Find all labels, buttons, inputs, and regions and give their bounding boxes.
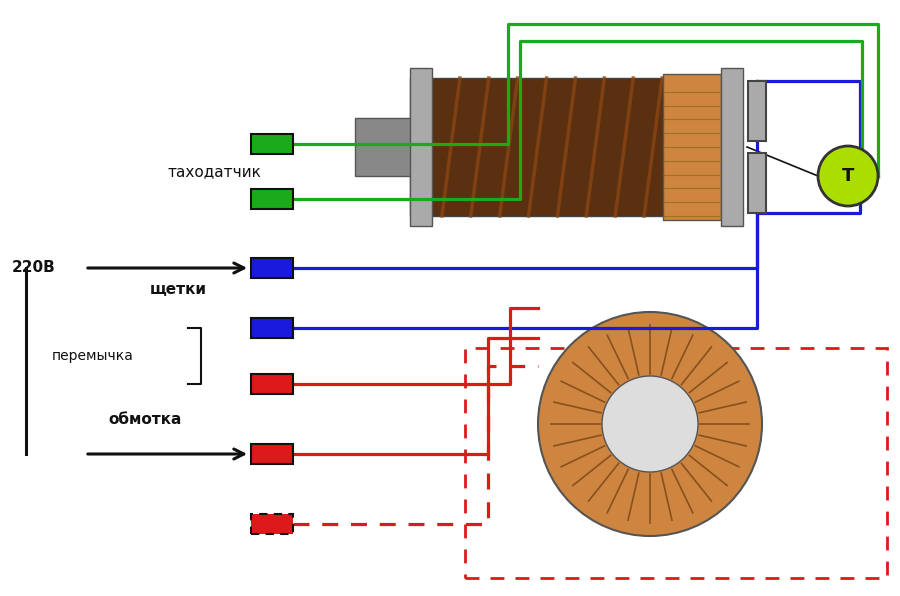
Bar: [251, 374, 293, 394]
Bar: [251, 134, 293, 154]
Text: обмотка: обмотка: [108, 411, 182, 427]
Bar: [663, 74, 721, 220]
Circle shape: [538, 312, 762, 536]
Text: таходатчик: таходатчик: [168, 164, 262, 179]
Text: перемычка: перемычка: [52, 349, 134, 363]
Bar: [410, 78, 675, 216]
Bar: [355, 118, 415, 176]
Text: щетки: щетки: [150, 283, 207, 297]
Bar: [251, 258, 293, 278]
Bar: [721, 68, 743, 226]
Bar: [251, 189, 293, 209]
Circle shape: [818, 146, 878, 206]
Bar: [748, 81, 766, 141]
Bar: [251, 444, 293, 464]
Text: 220В: 220В: [12, 260, 56, 275]
Circle shape: [602, 376, 698, 472]
Text: T: T: [842, 167, 854, 185]
Bar: [251, 514, 293, 534]
Bar: [465, 348, 887, 578]
Bar: [410, 68, 432, 226]
Bar: [251, 318, 293, 338]
Bar: [748, 153, 766, 213]
